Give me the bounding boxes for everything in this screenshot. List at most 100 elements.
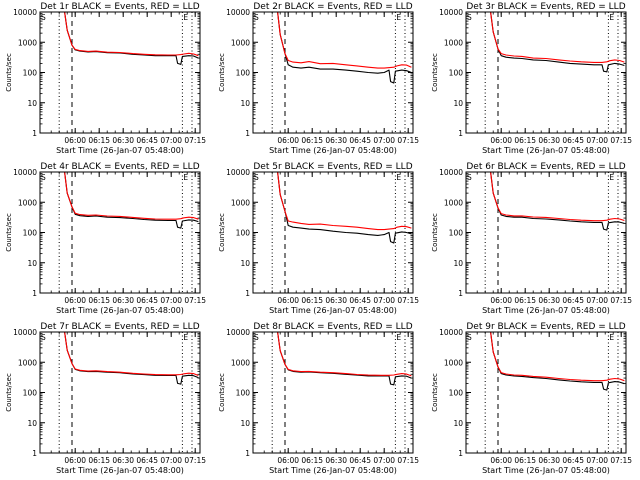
chart-title: Det 6r BLACK = Events, RED = LLD (466, 162, 625, 172)
chart-title: Det 4r BLACK = Events, RED = LLD (40, 162, 199, 172)
end-marker-label: E (609, 13, 614, 22)
x-tick-label: 06:30 (325, 456, 347, 465)
x-tick-label: 06:00 (277, 136, 299, 145)
x-tick-label: 07:00 (586, 296, 608, 305)
x-tick-label: 07:15 (610, 456, 632, 465)
x-tick-label: 06:30 (112, 136, 134, 145)
start-marker-label: S (467, 13, 472, 22)
x-tick-label: 07:15 (610, 136, 632, 145)
y-tick-label: 1000 (231, 358, 250, 367)
x-tick-label: 06:00 (64, 296, 86, 305)
y-tick-label: 1 (245, 129, 250, 138)
x-axis-label: Start Time (26-Jan-07 05:48:00) (482, 466, 610, 475)
x-tick-label: 06:45 (562, 136, 584, 145)
y-tick-label: 1 (245, 289, 250, 298)
chart-panel-8: Det 8r BLACK = Events, RED = LLD Counts/s… (218, 322, 419, 475)
x-tick-label: 06:15 (88, 296, 110, 305)
y-tick-label: 1000 (18, 198, 37, 207)
chart-panel-1: Det 1r BLACK = Events, RED = LLD Counts/s… (5, 2, 206, 155)
x-axis-label: Start Time (26-Jan-07 05:48:00) (56, 466, 184, 475)
series-line-lld (490, 11, 625, 63)
chart-panel-5: Det 5r BLACK = Events, RED = LLD Counts/s… (218, 162, 419, 315)
y-axis-label: Counts/sec (431, 373, 439, 412)
start-marker-label: S (467, 333, 472, 342)
y-tick-label: 100 (449, 229, 464, 238)
series-line-lld (64, 171, 199, 220)
x-tick-label: 07:15 (397, 456, 419, 465)
x-tick-label: 07:00 (373, 136, 395, 145)
x-tick-label: 07:00 (373, 456, 395, 465)
start-marker-label: S (41, 173, 46, 182)
plot-frame (39, 331, 201, 454)
x-tick-label: 06:45 (136, 136, 158, 145)
y-axis-label: Counts/sec (5, 213, 13, 252)
x-tick-label: 06:45 (349, 136, 371, 145)
series-line-events (64, 171, 199, 229)
y-tick-label: 1 (32, 289, 37, 298)
x-axis-label: Start Time (26-Jan-07 05:48:00) (56, 146, 184, 155)
x-tick-label: 06:00 (64, 136, 86, 145)
y-tick-label: 1 (458, 449, 463, 458)
y-axis-label: Counts/sec (218, 53, 226, 92)
x-tick-label: 06:30 (538, 456, 560, 465)
x-axis-label: Start Time (26-Jan-07 05:48:00) (269, 306, 397, 315)
y-axis-label: Counts/sec (431, 213, 439, 252)
x-tick-label: 06:45 (562, 296, 584, 305)
y-tick-label: 1000 (231, 198, 250, 207)
start-marker-label: S (254, 13, 259, 22)
series-line-lld (64, 11, 199, 57)
x-tick-label: 07:15 (397, 296, 419, 305)
y-tick-label: 1000 (444, 358, 463, 367)
chart-panel-4: Det 4r BLACK = Events, RED = LLD Counts/s… (5, 162, 206, 315)
x-tick-label: 06:15 (301, 136, 323, 145)
plot-frame (39, 171, 201, 294)
y-tick-label: 1000 (18, 38, 37, 47)
y-tick-label: 10000 (13, 8, 37, 17)
y-tick-label: 1 (458, 289, 463, 298)
y-tick-label: 10 (453, 419, 463, 428)
x-tick-label: 06:30 (112, 296, 134, 305)
x-tick-label: 06:15 (88, 456, 110, 465)
chart-title: Det 5r BLACK = Events, RED = LLD (253, 162, 412, 172)
x-tick-label: 06:45 (349, 456, 371, 465)
x-tick-label: 06:30 (538, 136, 560, 145)
end-marker-label: E (183, 13, 188, 22)
x-tick-label: 06:00 (490, 136, 512, 145)
x-axis-label: Start Time (26-Jan-07 05:48:00) (56, 306, 184, 315)
x-tick-label: 06:30 (325, 296, 347, 305)
plot-frame (252, 331, 414, 454)
y-tick-label: 100 (23, 389, 38, 398)
y-tick-label: 1000 (231, 38, 250, 47)
y-axis-label: Counts/sec (5, 373, 13, 412)
x-tick-label: 06:15 (514, 456, 536, 465)
x-tick-label: 07:15 (610, 296, 632, 305)
y-tick-label: 10 (240, 419, 250, 428)
y-tick-label: 100 (236, 69, 251, 78)
y-tick-label: 10000 (226, 8, 250, 17)
plot-frame (39, 11, 201, 134)
x-axis-label: Start Time (26-Jan-07 05:48:00) (269, 146, 397, 155)
y-tick-label: 1 (458, 129, 463, 138)
x-tick-label: 06:30 (325, 136, 347, 145)
x-tick-label: 07:00 (586, 136, 608, 145)
chart-panel-3: Det 3r BLACK = Events, RED = LLD Counts/s… (431, 2, 632, 155)
x-tick-label: 06:45 (349, 296, 371, 305)
y-tick-label: 10 (27, 419, 37, 428)
x-tick-label: 06:00 (490, 296, 512, 305)
series-line-events (490, 11, 625, 73)
chart-panel-6: Det 6r BLACK = Events, RED = LLD Counts/s… (431, 162, 632, 315)
y-tick-label: 10000 (226, 168, 250, 177)
start-marker-label: S (254, 173, 259, 182)
x-tick-label: 07:00 (160, 456, 182, 465)
x-tick-label: 07:15 (184, 296, 206, 305)
series-line-events (277, 171, 412, 244)
y-tick-label: 10 (27, 259, 37, 268)
y-axis-label: Counts/sec (431, 53, 439, 92)
x-tick-label: 07:15 (184, 456, 206, 465)
y-tick-label: 10 (453, 259, 463, 268)
x-tick-label: 06:15 (514, 136, 536, 145)
y-axis-label: Counts/sec (5, 53, 13, 92)
series-line-lld (64, 331, 199, 377)
series-line-events (490, 171, 625, 231)
start-marker-label: S (254, 333, 259, 342)
